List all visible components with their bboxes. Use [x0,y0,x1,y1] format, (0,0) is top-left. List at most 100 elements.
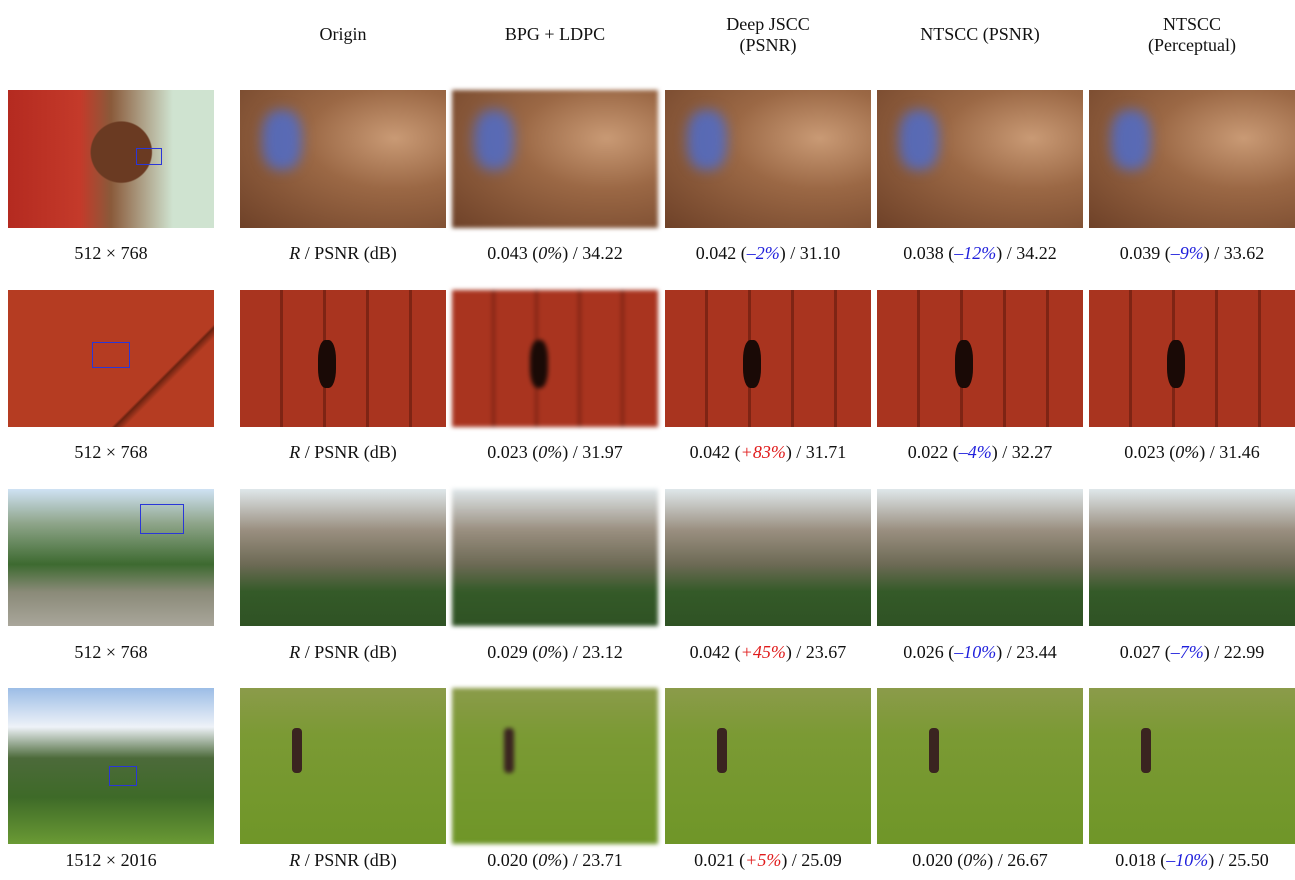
text-segment: / PSNR (dB) [300,850,397,870]
text-segment: 0% [1175,442,1200,462]
result-cell: 0.042 (–2%) / 31.10 [653,243,883,263]
text-segment: ) / 23.67 [785,642,847,662]
crop-box [136,148,162,165]
image-size: 512 × 768 [74,642,148,662]
text-segment: ) / 25.09 [781,850,842,870]
text-segment: ) / 34.22 [996,243,1057,263]
text-segment: 0.042 ( [695,243,747,263]
image-crop [1089,290,1295,427]
text-segment: ) / 25.50 [1208,850,1269,870]
text-segment: ) / 31.46 [1199,442,1260,462]
header-line: NTSCC (PSNR) [920,24,1040,44]
header-line: (PSNR) [739,35,797,55]
result-cell: 0.029 (0%) / 23.12 [440,642,670,662]
text-segment: ) / 33.62 [1203,243,1265,263]
text-segment: –10% [1166,850,1209,870]
thumbnail [8,489,214,626]
thumbnail [8,688,214,844]
text-segment: –2% [746,243,780,263]
person [504,728,514,773]
hole [955,340,973,388]
image-crop [877,290,1083,427]
text-segment: +83% [740,442,786,462]
image-crop [240,290,446,427]
text-segment: 0.021 ( [694,850,746,870]
text-segment: R [289,850,301,870]
hole [1167,340,1185,388]
paint [687,110,727,170]
thumbnail [8,90,214,228]
result-cell: 0.020 (0%) / 26.67 [865,850,1095,870]
image-crop [452,290,658,427]
text-segment: 0% [538,850,563,870]
image-crop [877,90,1083,228]
text-segment: / PSNR (dB) [300,642,397,662]
text-segment: 0.020 ( [912,850,964,870]
text-segment: 0.027 ( [1119,642,1171,662]
image-crop [452,688,658,844]
crop-box [109,766,137,786]
result-cell: 0.039 (–9%) / 33.62 [1077,243,1295,263]
result-cell: 0.023 (0%) / 31.46 [1077,442,1295,462]
result-cell: 0.023 (0%) / 31.97 [440,442,670,462]
text-segment: ) / 23.71 [562,850,623,870]
text-segment: ) / 31.71 [785,442,847,462]
result-cell: 0.042 (+83%) / 31.71 [653,442,883,462]
text-segment: 0% [538,442,563,462]
result-cell: 0.042 (+45%) / 23.67 [653,642,883,662]
metric-label: R / PSNR (dB) [228,243,458,263]
text-segment: 0.020 ( [487,850,539,870]
header-line: Origin [319,24,367,44]
text-segment: / PSNR (dB) [300,442,397,462]
text-segment: 0% [963,850,988,870]
person [717,728,727,773]
column-header: Deep JSCC (PSNR) [662,14,874,56]
text-segment: ) / 34.22 [562,243,623,263]
crop-box [140,504,184,534]
image-crop [240,688,446,844]
image-crop [665,290,871,427]
text-segment: 0% [538,642,563,662]
result-cell: 0.020 (0%) / 23.71 [440,850,670,870]
text-segment: ) / 31.10 [779,243,841,263]
result-cell: 0.043 (0%) / 34.22 [440,243,670,263]
image-crop [240,90,446,228]
header-line: NTSCC [1162,14,1222,34]
text-segment: 0.042 ( [689,642,741,662]
text-segment: ) / 32.27 [991,442,1053,462]
text-segment: 0.023 ( [1124,442,1176,462]
header-line: (Perceptual) [1148,35,1236,55]
image-crop [452,489,658,626]
metric-label: R / PSNR (dB) [228,442,458,462]
text-segment: 0.026 ( [903,642,955,662]
paint [474,110,514,170]
header-line: BPG + LDPC [504,24,606,44]
text-segment: ) / 26.67 [987,850,1048,870]
text-segment: ) / 31.97 [562,442,623,462]
text-segment: R [289,442,301,462]
text-segment: ) / 23.12 [562,642,623,662]
image-size: 512 × 768 [74,442,148,462]
result-cell: 0.021 (+5%) / 25.09 [653,850,883,870]
image-crop [877,688,1083,844]
thumbnail [8,290,214,427]
paint [899,110,939,170]
hole [530,340,548,388]
image-crop [1089,489,1295,626]
metric-label: R / PSNR (dB) [228,850,458,870]
text-segment: / PSNR (dB) [300,243,397,263]
hole [318,340,336,388]
image-crop [665,489,871,626]
text-segment: 0.043 ( [487,243,539,263]
image-size: 512 × 768 [74,243,148,263]
image-crop [452,90,658,228]
column-header: NTSCC (PSNR) [874,24,1086,45]
text-segment: 0.029 ( [487,642,539,662]
image-crop [240,489,446,626]
text-segment: 0.038 ( [903,243,955,263]
column-header: BPG + LDPC [449,24,661,45]
text-segment: –9% [1170,243,1204,263]
text-segment: 0.023 ( [487,442,539,462]
column-header: NTSCC (Perceptual) [1086,14,1295,56]
text-segment: 0% [538,243,563,263]
